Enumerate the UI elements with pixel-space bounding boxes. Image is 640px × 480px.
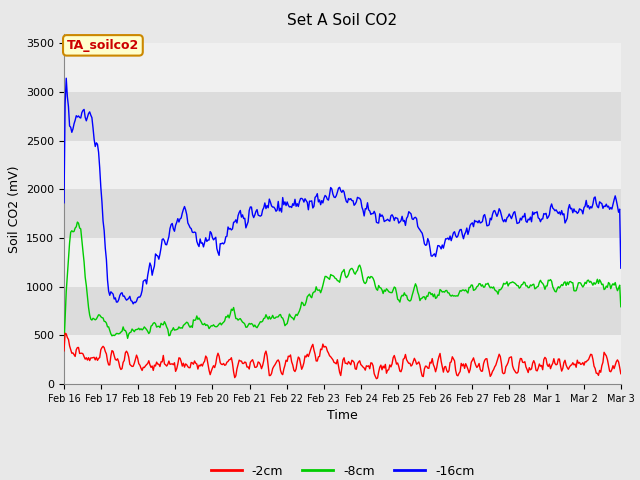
Bar bbox=[64, 141, 621, 189]
X-axis label: Time: Time bbox=[327, 409, 358, 422]
Bar bbox=[64, 43, 621, 92]
Bar bbox=[64, 287, 621, 336]
Bar bbox=[64, 92, 621, 141]
Bar bbox=[64, 238, 621, 287]
Title: Set A Soil CO2: Set A Soil CO2 bbox=[287, 13, 397, 28]
Legend: -2cm, -8cm, -16cm: -2cm, -8cm, -16cm bbox=[205, 460, 479, 480]
Bar bbox=[64, 336, 621, 384]
Bar bbox=[64, 189, 621, 238]
Y-axis label: Soil CO2 (mV): Soil CO2 (mV) bbox=[8, 165, 20, 252]
Text: TA_soilco2: TA_soilco2 bbox=[67, 39, 139, 52]
